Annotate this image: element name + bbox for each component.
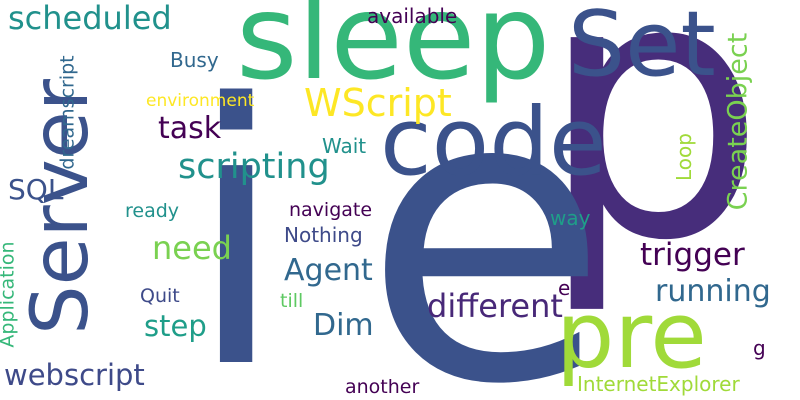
word-navigate: navigate	[289, 199, 373, 221]
word-webscript: webscript	[4, 358, 145, 392]
word-dim: Dim	[313, 308, 374, 343]
word-busy: Busy	[170, 48, 219, 72]
word-dreamscript: dreamscript	[56, 55, 79, 170]
word-trigger: trigger	[640, 237, 745, 273]
word-set: Set	[568, 0, 716, 97]
word-ready: ready	[125, 200, 180, 222]
word-createobject: CreateObject	[722, 32, 754, 211]
word-g: g	[753, 336, 766, 360]
word-environment: environment	[146, 91, 255, 111]
word-way: way	[550, 206, 591, 230]
word-need: need	[152, 229, 232, 267]
word-different: different	[427, 287, 563, 325]
word-e: e	[363, 7, 610, 400]
word-internetexplorer: InternetExplorer	[577, 372, 740, 396]
word-scripting: scripting	[178, 147, 330, 187]
word-sleep: sleep	[236, 0, 551, 106]
word-application: Application	[0, 241, 19, 348]
word-running: running	[655, 274, 771, 309]
word-available: available	[367, 4, 458, 28]
word-agent: Agent	[284, 253, 373, 288]
word-task: task	[158, 111, 222, 146]
word-loop: Loop	[671, 133, 696, 181]
word-wait: Wait	[322, 134, 367, 158]
word-e-small: e	[558, 276, 571, 300]
word-p: p	[538, 0, 767, 319]
word-till: till	[280, 290, 304, 312]
word-wscript: WScript	[304, 81, 452, 125]
word-nothing: Nothing	[284, 223, 363, 247]
word-quit: Quit	[140, 285, 180, 307]
word-sql: SQL	[8, 173, 64, 206]
word-step: step	[144, 309, 207, 343]
word-code: code	[380, 88, 607, 197]
word-scheduled: scheduled	[8, 0, 172, 37]
word-another: another	[345, 376, 420, 398]
word-pre: pre	[556, 282, 707, 389]
word-i: i	[186, 28, 287, 400]
